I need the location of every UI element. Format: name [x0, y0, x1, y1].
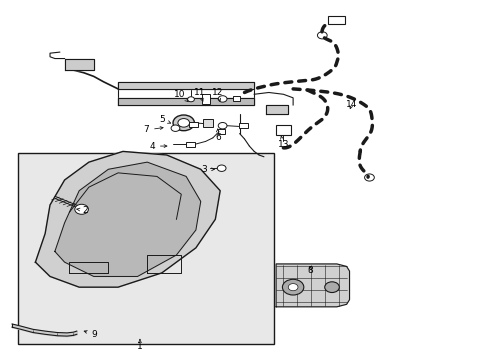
Bar: [203, 119, 212, 127]
Circle shape: [217, 165, 225, 171]
Circle shape: [324, 282, 339, 293]
Bar: [19, 153, 273, 344]
Text: 1: 1: [137, 339, 142, 351]
Text: 7: 7: [143, 126, 163, 135]
Text: 5: 5: [159, 115, 170, 124]
Bar: [327, 17, 344, 23]
Bar: [186, 142, 195, 147]
Bar: [238, 123, 248, 128]
Text: 6: 6: [214, 129, 220, 141]
Bar: [188, 122, 198, 127]
Text: 3: 3: [202, 165, 214, 174]
Polygon shape: [64, 59, 94, 70]
Text: 8: 8: [306, 266, 312, 275]
Text: 13: 13: [277, 136, 288, 149]
Polygon shape: [118, 82, 254, 89]
Circle shape: [187, 97, 194, 102]
Text: 11: 11: [194, 88, 205, 101]
Text: 14: 14: [345, 100, 356, 109]
Text: 12: 12: [212, 88, 223, 101]
Text: 9: 9: [84, 330, 98, 339]
Circle shape: [178, 118, 189, 127]
Bar: [276, 125, 290, 135]
Text: 2: 2: [77, 206, 88, 215]
Bar: [217, 129, 224, 134]
Text: 4: 4: [149, 141, 166, 150]
Polygon shape: [266, 105, 287, 114]
Circle shape: [218, 122, 226, 129]
Polygon shape: [276, 264, 349, 307]
Bar: [202, 94, 209, 104]
Circle shape: [218, 96, 226, 102]
Circle shape: [171, 125, 180, 131]
Circle shape: [287, 284, 297, 291]
Circle shape: [173, 115, 194, 131]
Text: 10: 10: [174, 90, 188, 102]
Circle shape: [75, 204, 88, 214]
Circle shape: [282, 279, 303, 295]
Polygon shape: [35, 152, 220, 287]
Polygon shape: [55, 162, 201, 276]
Bar: [232, 96, 239, 102]
Polygon shape: [118, 98, 254, 105]
